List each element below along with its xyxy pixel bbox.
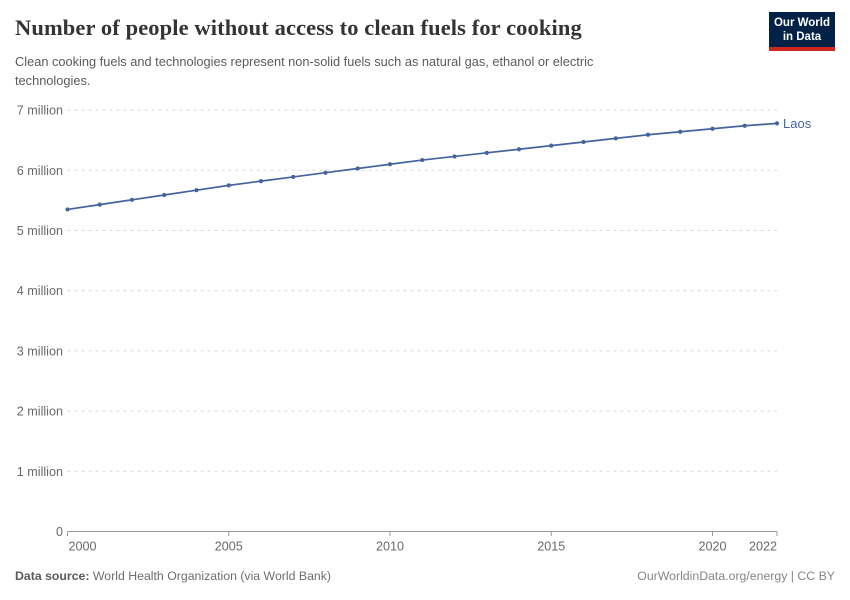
data-point bbox=[258, 179, 264, 184]
x-axis-tick-label: 2000 bbox=[69, 540, 97, 554]
owid-logo-text-line1: Our World bbox=[773, 17, 830, 29]
chart-footer: Data source: World Health Organization (… bbox=[15, 569, 835, 583]
data-point bbox=[387, 162, 393, 167]
data-point bbox=[452, 154, 457, 159]
owid-logo[interactable]: Our World in Data bbox=[769, 12, 835, 51]
data-point bbox=[710, 126, 715, 131]
x-axis-tick-label: 2010 bbox=[376, 540, 404, 554]
y-axis-tick-label: 4 million bbox=[17, 284, 63, 298]
data-point bbox=[678, 129, 683, 134]
chart-title: Number of people without access to clean… bbox=[15, 15, 582, 40]
y-axis-tick-label: 6 million bbox=[17, 164, 63, 178]
data-point bbox=[129, 197, 135, 202]
y-axis-tick-label: 2 million bbox=[17, 405, 63, 419]
data-point bbox=[194, 188, 199, 193]
data-point bbox=[581, 139, 586, 145]
data-point bbox=[65, 207, 70, 212]
footer-license: | CC BY bbox=[787, 569, 835, 583]
chart-subtitle: Clean cooking fuels and technologies rep… bbox=[15, 54, 594, 88]
data-point bbox=[226, 183, 231, 188]
data-point bbox=[162, 192, 167, 198]
data-point bbox=[484, 150, 489, 155]
data-point bbox=[774, 121, 780, 126]
y-axis-tick-label: 5 million bbox=[17, 224, 63, 238]
data-source-note: Data source: World Health Organization (… bbox=[15, 569, 331, 583]
owid-logo-text-line2: in Data bbox=[782, 31, 822, 43]
x-axis-tick-label: 2022 bbox=[749, 540, 777, 554]
data-point bbox=[549, 143, 554, 148]
data-point bbox=[613, 136, 618, 141]
x-axis-tick-label: 2020 bbox=[698, 540, 726, 554]
data-point bbox=[516, 147, 522, 152]
y-axis-tick-label: 1 million bbox=[17, 465, 63, 479]
data-point bbox=[291, 174, 296, 180]
data-point bbox=[645, 132, 651, 137]
series-end-label[interactable]: Laos bbox=[783, 116, 812, 131]
x-axis-tick-label: 2005 bbox=[215, 540, 243, 554]
data-point bbox=[323, 170, 328, 175]
y-axis-tick-label: 0 bbox=[56, 525, 63, 539]
x-axis-tick-label: 2015 bbox=[537, 540, 565, 554]
data-point bbox=[97, 202, 102, 207]
data-point bbox=[742, 123, 747, 128]
data-point bbox=[420, 157, 425, 163]
data-source-value: World Health Organization (via World Ban… bbox=[92, 569, 331, 583]
footer-url-link[interactable]: OurWorldinData.org/energy bbox=[637, 569, 788, 583]
data-point bbox=[355, 166, 360, 171]
y-axis-tick-label: 3 million bbox=[17, 344, 63, 358]
data-line-laos bbox=[67, 122, 778, 211]
y-axis-tick-label: 7 million bbox=[17, 104, 63, 118]
data-source-label: Data source: bbox=[15, 569, 90, 583]
footer-citation: OurWorldinData.org/energy | CC BY bbox=[637, 569, 835, 583]
